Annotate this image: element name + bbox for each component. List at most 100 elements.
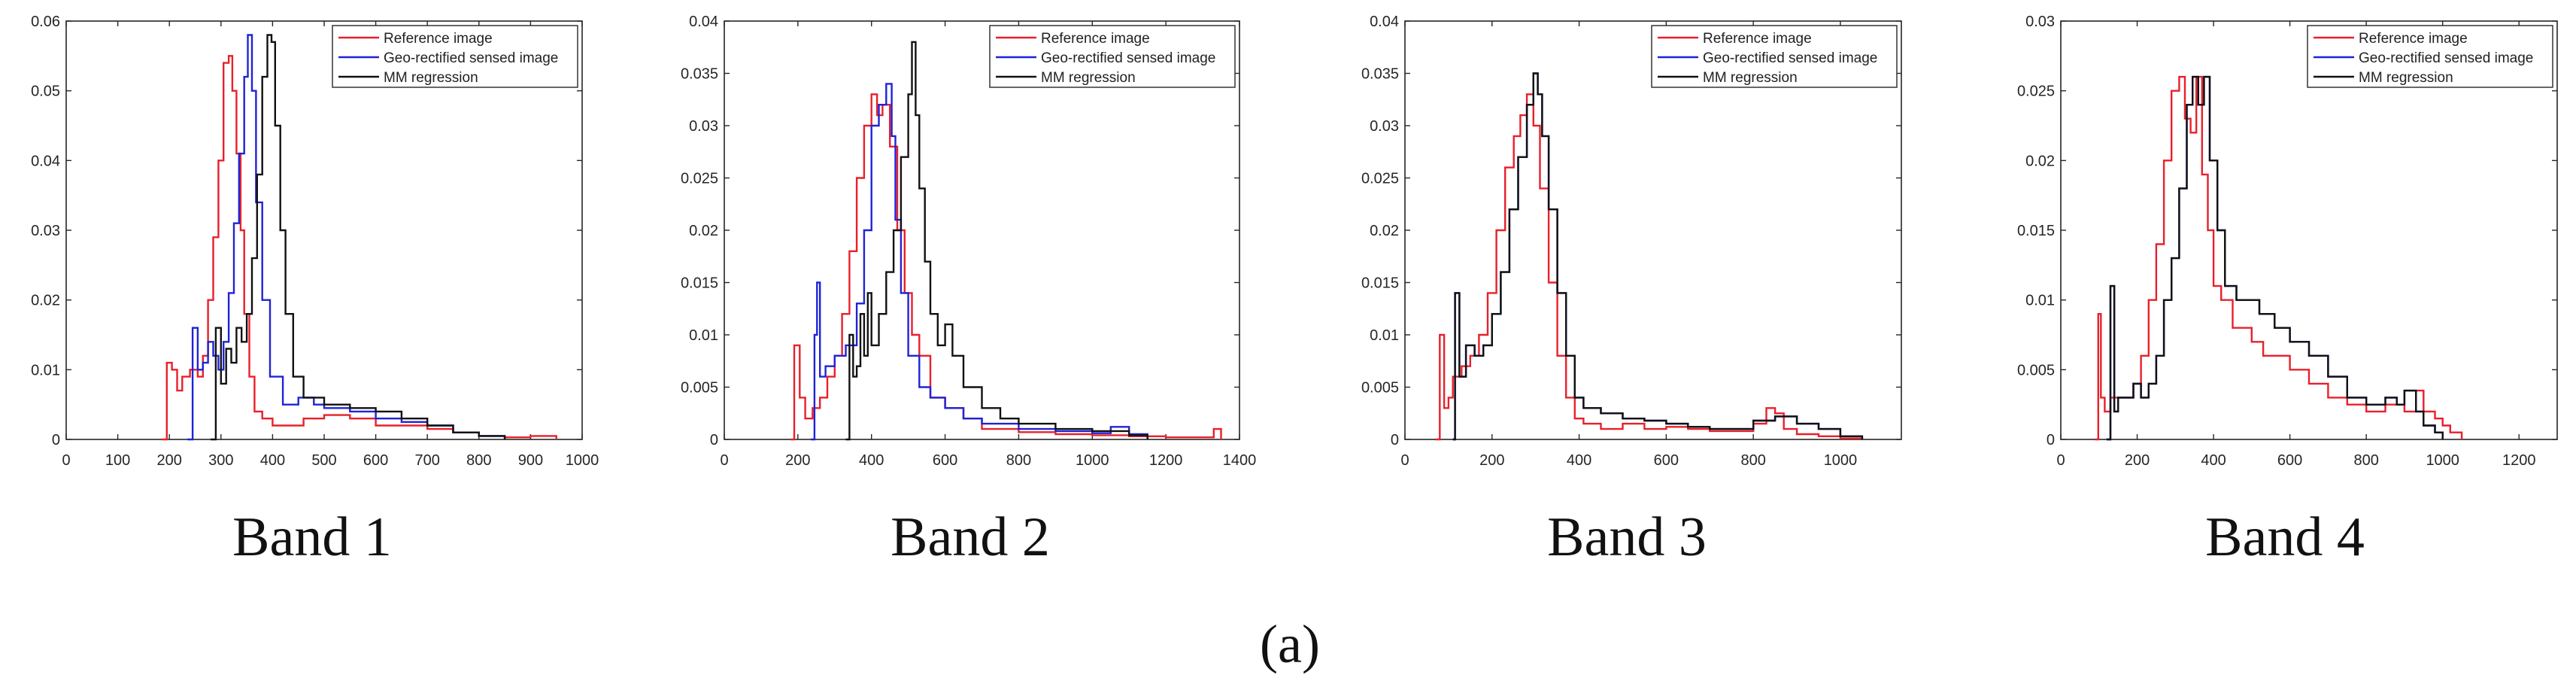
legend-label: MM regression bbox=[1041, 70, 1136, 86]
y-tick-label: 0.03 bbox=[1370, 118, 1399, 135]
x-tick-label: 1000 bbox=[566, 452, 599, 469]
y-tick-label: 0.06 bbox=[31, 14, 60, 30]
y-tick-label: 0.02 bbox=[689, 223, 718, 239]
x-tick-label: 0 bbox=[62, 452, 70, 469]
legend-label: Geo-rectified sensed image bbox=[1703, 50, 1877, 66]
x-tick-label: 200 bbox=[785, 452, 810, 469]
legend: Reference image Geo-rectified sensed imag… bbox=[332, 25, 578, 88]
y-tick-label: 0.03 bbox=[2025, 14, 2055, 30]
series-mm-regression-line bbox=[845, 41, 1148, 441]
legend-label: Reference image bbox=[2359, 31, 2468, 47]
y-tick-label: 0.005 bbox=[1361, 380, 1399, 397]
y-tick-label: 0.005 bbox=[2017, 362, 2055, 378]
panel-title: Band 1 bbox=[232, 506, 392, 568]
y-tick-label: 0.04 bbox=[1370, 14, 1399, 30]
x-tick-label: 200 bbox=[1479, 452, 1504, 469]
legend-label: Geo-rectified sensed image bbox=[2359, 50, 2533, 66]
x-tick-label: 700 bbox=[415, 452, 440, 469]
x-tick-label: 400 bbox=[1567, 452, 1591, 469]
y-tick-label: 0.015 bbox=[1361, 275, 1399, 292]
x-tick-label: 800 bbox=[1740, 452, 1765, 469]
y-tick-label: 0.05 bbox=[31, 84, 60, 100]
y-tick-label: 0 bbox=[52, 432, 60, 448]
y-tick-label: 0.02 bbox=[2025, 153, 2055, 169]
series-mm-regression-line bbox=[1452, 72, 1864, 441]
plot-area-frame bbox=[1404, 20, 1902, 440]
y-tick-label: 0 bbox=[2047, 432, 2055, 448]
x-tick-label: 200 bbox=[2125, 452, 2150, 469]
y-tick-label: 0.025 bbox=[2017, 84, 2055, 100]
x-tick-label: 1000 bbox=[1076, 452, 1109, 469]
y-tick-label: 0.01 bbox=[1370, 327, 1399, 344]
x-tick-label: 300 bbox=[208, 452, 233, 469]
x-tick-label: 800 bbox=[1006, 452, 1031, 469]
x-tick-label: 500 bbox=[311, 452, 336, 469]
y-tick-label: 0.035 bbox=[1361, 66, 1399, 83]
plot-area-frame bbox=[724, 20, 1240, 440]
x-tick-label: 0 bbox=[2056, 452, 2065, 469]
x-tick-label: 1000 bbox=[1824, 452, 1858, 469]
legend-label: Geo-rectified sensed image bbox=[384, 50, 558, 66]
series-mm-regression-line bbox=[2106, 75, 2444, 441]
plot-area-frame bbox=[65, 20, 583, 440]
chart-band-2: 0 200 400 600 800 1000 1200 1400 0 0.005 0.01 0.015… bbox=[681, 14, 1256, 568]
panel-title: Band 3 bbox=[1547, 506, 1707, 568]
y-tick-label: 0.03 bbox=[689, 118, 718, 135]
y-tick-label: 0.01 bbox=[31, 362, 60, 378]
legend: Reference image Geo-rectified sensed imag… bbox=[989, 25, 1236, 88]
x-tick-label: 600 bbox=[2277, 452, 2302, 469]
x-tick-label: 400 bbox=[260, 452, 285, 469]
legend: Reference image Geo-rectified sensed imag… bbox=[1651, 25, 1898, 88]
legend: Reference image Geo-rectified sensed imag… bbox=[2307, 25, 2553, 88]
x-tick-label: 0 bbox=[1400, 452, 1409, 469]
x-tick-label: 800 bbox=[466, 452, 491, 469]
x-tick-label: 800 bbox=[2353, 452, 2378, 469]
series-reference-line bbox=[1435, 93, 1864, 441]
panel-title: Band 2 bbox=[891, 506, 1050, 568]
legend-label: Reference image bbox=[1703, 31, 1812, 47]
y-tick-label: 0.02 bbox=[31, 293, 60, 309]
x-tick-label: 900 bbox=[518, 452, 543, 469]
x-tick-label: 600 bbox=[1654, 452, 1679, 469]
y-tick-label: 0.015 bbox=[681, 275, 718, 292]
x-tick-label: 1200 bbox=[1149, 452, 1183, 469]
y-tick-label: 0.035 bbox=[681, 66, 718, 83]
figure-caption: (a) bbox=[1260, 614, 1320, 674]
chart-band-3: 0 200 400 600 800 1000 0 0.005 0.01 0.015 0.02 0.02… bbox=[1361, 14, 1902, 568]
legend-label: MM regression bbox=[384, 70, 478, 86]
chart-band-1: 0 100 200 300 400 500 600 700 800 900 1000 0 0.01 0.0… bbox=[31, 14, 599, 568]
panel-title: Band 4 bbox=[2205, 506, 2365, 568]
y-tick-label: 0.02 bbox=[1370, 223, 1399, 239]
x-tick-label: 1400 bbox=[1223, 452, 1257, 469]
x-tick-label: 1000 bbox=[2426, 452, 2459, 469]
x-tick-label: 100 bbox=[105, 452, 130, 469]
y-tick-label: 0.025 bbox=[681, 171, 718, 187]
legend-label: MM regression bbox=[1703, 70, 1798, 86]
x-tick-label: 600 bbox=[933, 452, 957, 469]
y-tick-label: 0.01 bbox=[689, 327, 718, 344]
panels-layer: 0 100 200 300 400 500 600 700 800 900 1000 0 0.01 0.0… bbox=[31, 14, 2558, 568]
y-tick-label: 0.01 bbox=[2025, 293, 2055, 309]
chart-band-4: 0 200 400 600 800 1000 1200 0 0.005 0.01 0.015 0.02… bbox=[2017, 14, 2558, 568]
y-tick-label: 0.025 bbox=[1361, 171, 1399, 187]
x-tick-label: 1200 bbox=[2502, 452, 2536, 469]
legend-label: Geo-rectified sensed image bbox=[1041, 50, 1215, 66]
y-tick-label: 0.03 bbox=[31, 223, 60, 239]
series-mm-regression-line bbox=[211, 34, 506, 441]
legend-label: Reference image bbox=[1041, 31, 1150, 47]
x-tick-label: 0 bbox=[720, 452, 728, 469]
legend-label: MM regression bbox=[2359, 70, 2453, 86]
y-tick-label: 0.04 bbox=[689, 14, 718, 30]
legend-label: Reference image bbox=[384, 31, 493, 47]
y-tick-label: 0 bbox=[710, 432, 718, 448]
series-reference-line bbox=[790, 93, 1222, 441]
x-tick-label: 400 bbox=[2201, 452, 2226, 469]
y-tick-label: 0.04 bbox=[31, 153, 60, 169]
x-tick-label: 600 bbox=[363, 452, 388, 469]
y-tick-label: 0.005 bbox=[681, 380, 718, 397]
y-tick-label: 0 bbox=[1391, 432, 1399, 448]
y-tick-label: 0.015 bbox=[2017, 223, 2055, 239]
x-tick-label: 400 bbox=[859, 452, 884, 469]
x-tick-label: 200 bbox=[157, 452, 182, 469]
